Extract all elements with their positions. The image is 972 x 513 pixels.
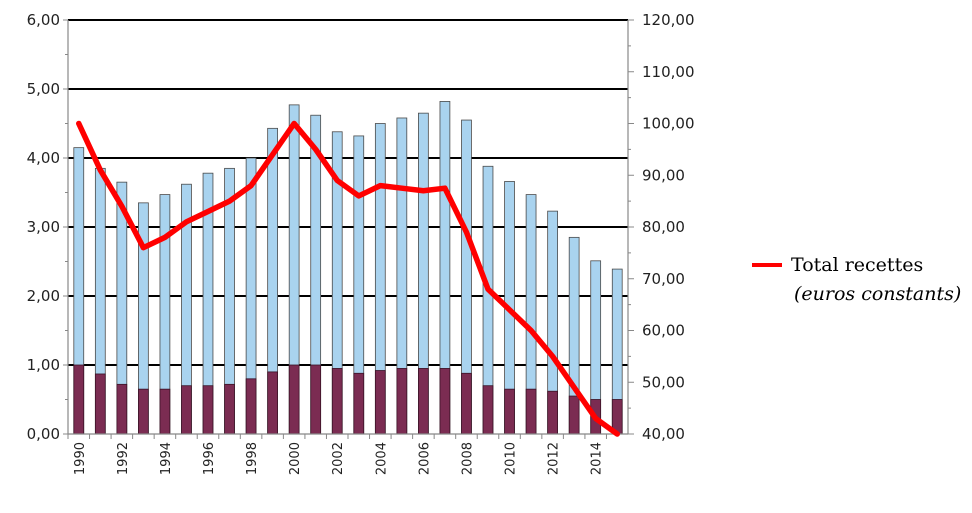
x-tick-label: 1996 — [202, 442, 217, 475]
line-point — [121, 205, 123, 207]
line-point — [573, 386, 575, 388]
line-point — [509, 309, 511, 311]
bar-base — [568, 395, 580, 435]
bar-base — [525, 388, 537, 435]
line-point — [336, 179, 338, 181]
axes: 0,00 1,00 2,00 3,00 4,00 5,00 6,00 40,00 50,00 60… — [27, 11, 695, 475]
x-tick-label: 2000 — [288, 442, 303, 475]
bar-base — [504, 388, 515, 435]
gridlines — [68, 19, 628, 366]
line-point — [379, 185, 381, 187]
x-tick-label: 2004 — [374, 442, 389, 475]
legend: Total recettes (euros constants) — [752, 254, 961, 305]
line-point — [358, 195, 360, 197]
bar-base — [482, 385, 494, 435]
x-tick-label: 2014 — [590, 442, 605, 475]
left-tick-label: 1,00 — [27, 356, 60, 374]
left-tick-label: 2,00 — [27, 287, 60, 305]
line-point — [185, 221, 187, 223]
line-point — [465, 231, 467, 233]
left-tick-label: 5,00 — [27, 80, 60, 98]
x-tick-label: 1994 — [159, 442, 174, 475]
bar-base — [73, 364, 85, 435]
bar-base — [116, 383, 128, 435]
bar-base — [439, 368, 451, 435]
line-point — [272, 154, 274, 156]
right-tick-label: 60,00 — [642, 322, 685, 340]
line-point — [530, 330, 532, 331]
right-tick-label: 80,00 — [642, 218, 685, 236]
line-point — [293, 123, 295, 124]
legend-sublabel: (euros constants) — [794, 283, 961, 305]
right-tick-label: 100,00 — [642, 115, 695, 133]
line-point — [250, 185, 252, 187]
line-point — [315, 148, 317, 150]
bar-base — [353, 372, 365, 435]
bar-base — [331, 368, 343, 435]
x-tick-label: 2006 — [417, 442, 432, 475]
line-point — [422, 190, 424, 192]
bar-base — [310, 364, 322, 435]
line-point — [78, 123, 80, 124]
line-point — [595, 417, 597, 419]
bar-base — [94, 373, 106, 435]
right-tick-label: 40,00 — [642, 425, 685, 443]
right-tick-label: 50,00 — [642, 373, 685, 391]
x-tick-label: 1998 — [245, 442, 260, 475]
bar-base — [202, 385, 214, 435]
line-point — [616, 433, 618, 435]
line-point — [99, 169, 101, 171]
line-point — [401, 187, 403, 189]
bar-base — [374, 370, 386, 435]
bar-base — [245, 378, 257, 435]
legend-label: Total recettes — [791, 254, 923, 276]
bar-base — [224, 383, 235, 435]
bar-base — [138, 388, 149, 435]
bar-base — [288, 364, 300, 435]
line-total-recettes — [76, 120, 620, 437]
bar-base — [461, 372, 472, 435]
x-tick-label: 1990 — [73, 442, 88, 475]
right-tick-label: 110,00 — [642, 63, 695, 81]
right-tick-label: 120,00 — [642, 11, 695, 29]
x-tick-label: 2008 — [460, 442, 475, 475]
left-tick-label: 3,00 — [27, 218, 60, 236]
left-tick-label: 6,00 — [27, 11, 60, 29]
x-tick-label: 2012 — [547, 442, 562, 475]
line-point — [229, 200, 231, 202]
line-series — [76, 120, 620, 437]
bar-base — [181, 385, 192, 435]
bar-base — [396, 368, 408, 435]
bar-base — [547, 390, 558, 435]
left-tick-label: 4,00 — [27, 149, 60, 167]
bars — [73, 101, 623, 435]
line-point — [142, 247, 144, 249]
line-point — [207, 210, 209, 212]
line-point — [164, 236, 166, 238]
x-tick-label: 2010 — [504, 442, 519, 475]
left-tick-label: 0,00 — [27, 425, 60, 443]
line-point — [487, 288, 489, 290]
x-tick-label: 1992 — [116, 442, 131, 475]
right-tick-label: 90,00 — [642, 166, 685, 184]
bar-base — [267, 371, 278, 435]
right-tick-label: 70,00 — [642, 270, 685, 288]
line-point — [552, 355, 554, 357]
bar-base — [418, 368, 429, 435]
x-tick-label: 2002 — [331, 442, 346, 475]
bar-base — [159, 388, 171, 435]
line-point — [444, 187, 446, 189]
